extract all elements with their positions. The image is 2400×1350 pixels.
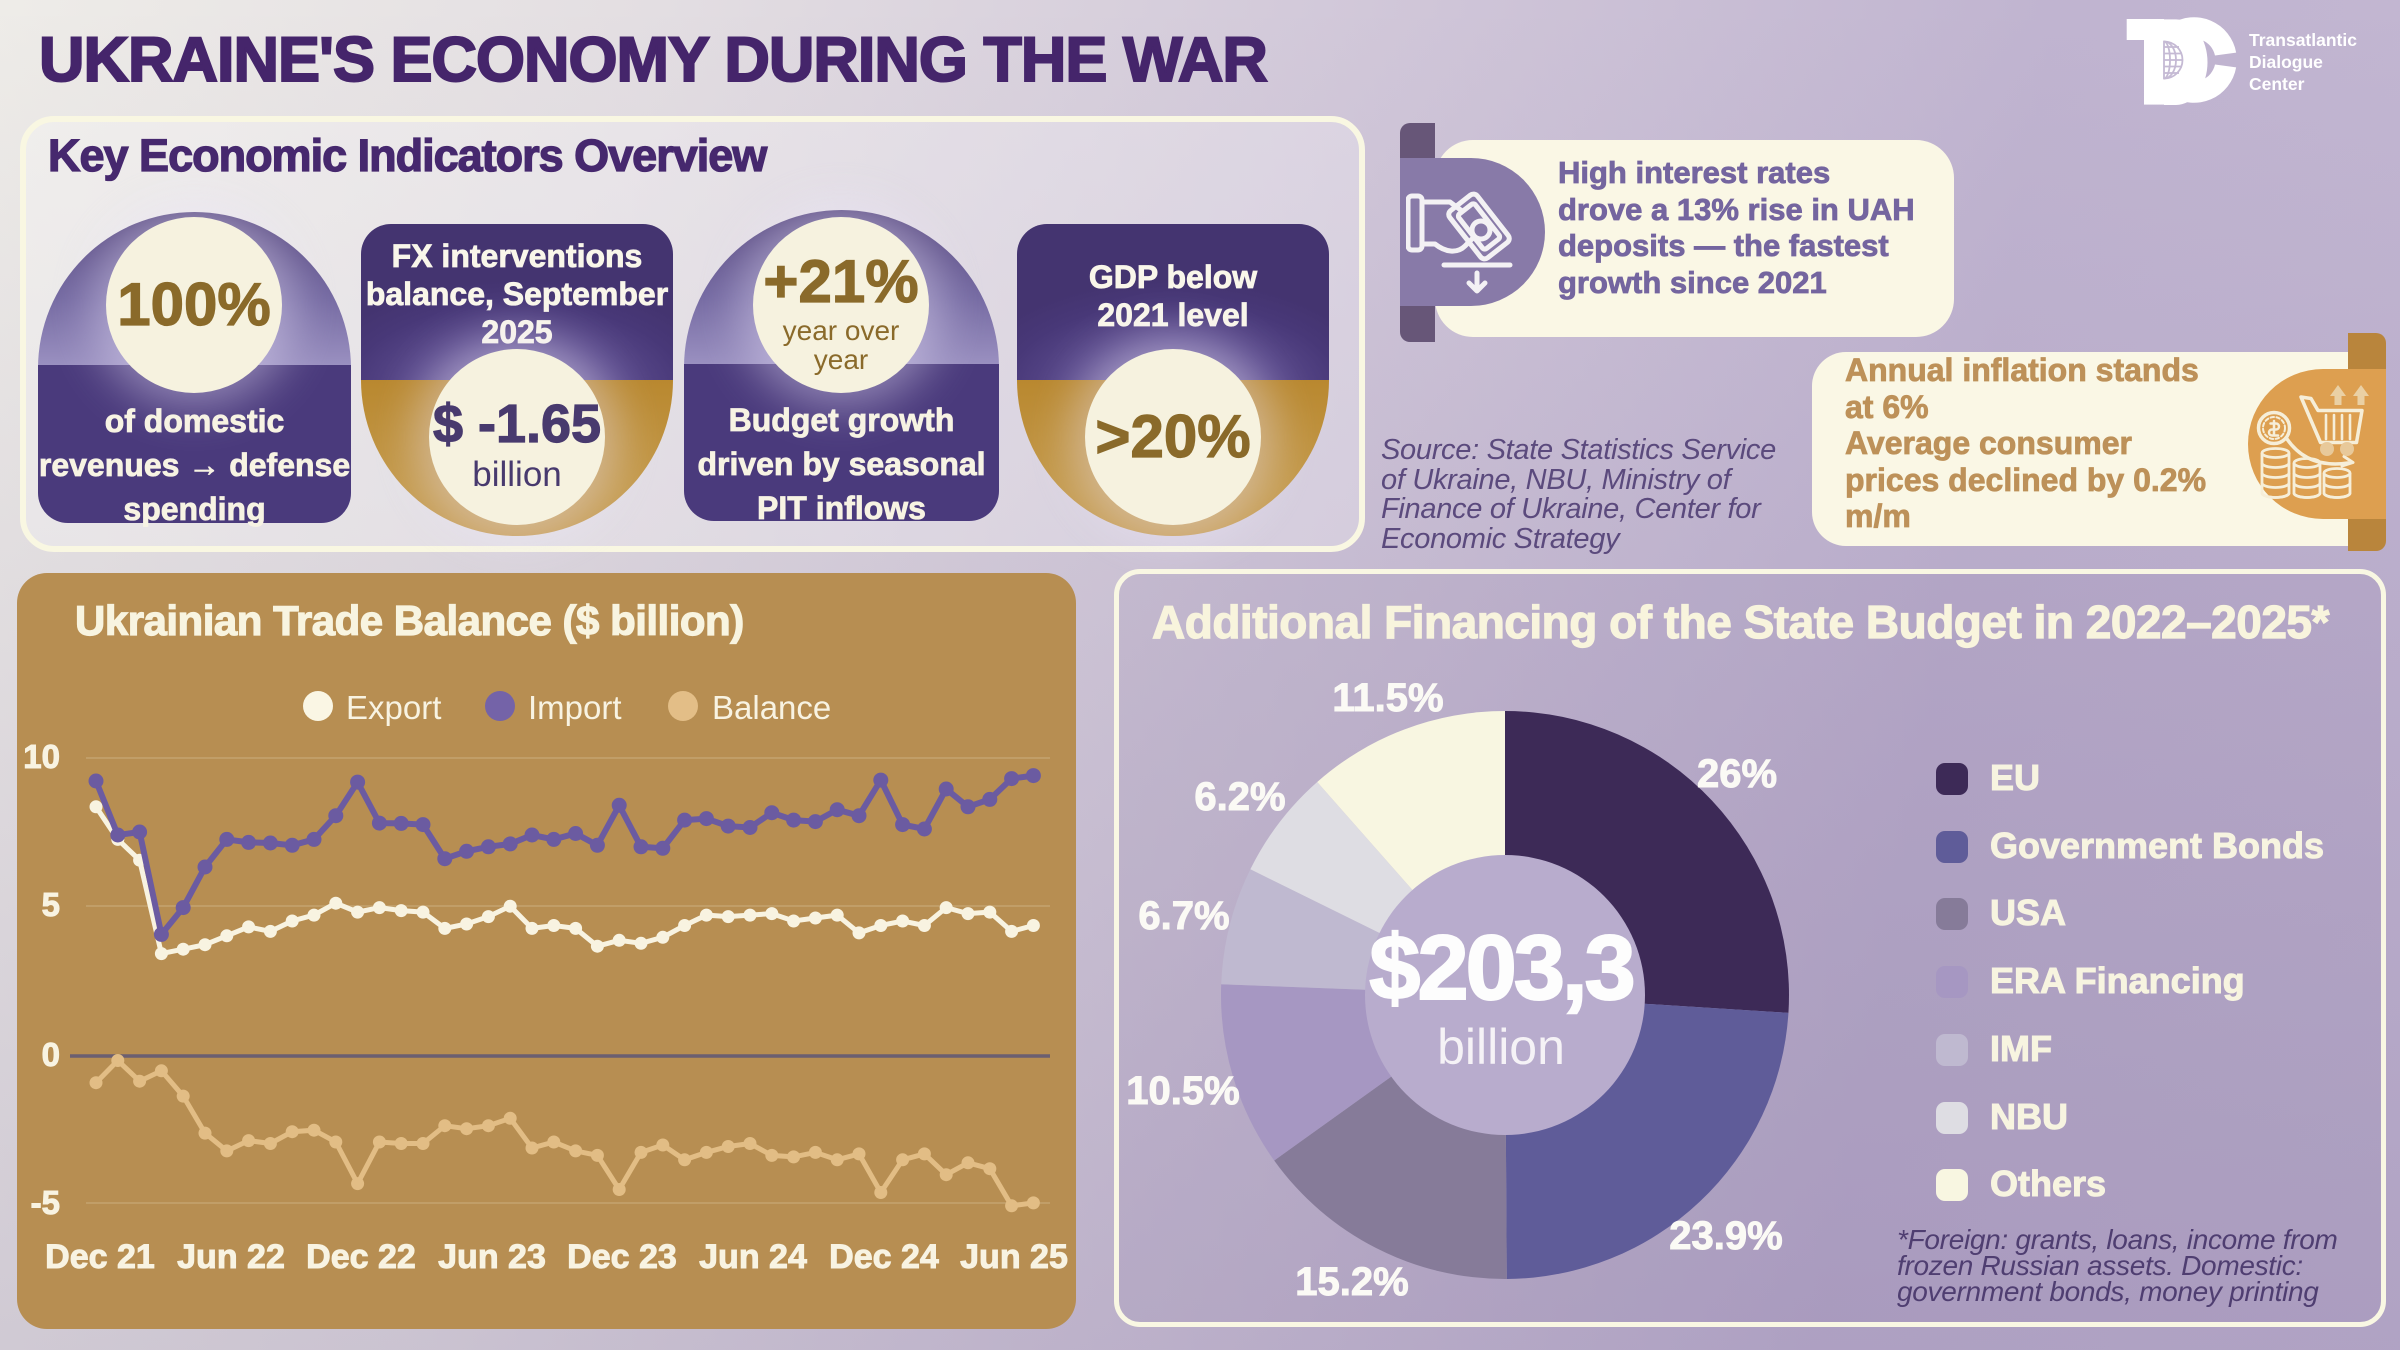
svg-text:Dialogue: Dialogue [2249, 52, 2323, 72]
svg-text:Center: Center [2249, 74, 2305, 94]
svg-text:Transatlantic: Transatlantic [2249, 30, 2357, 50]
